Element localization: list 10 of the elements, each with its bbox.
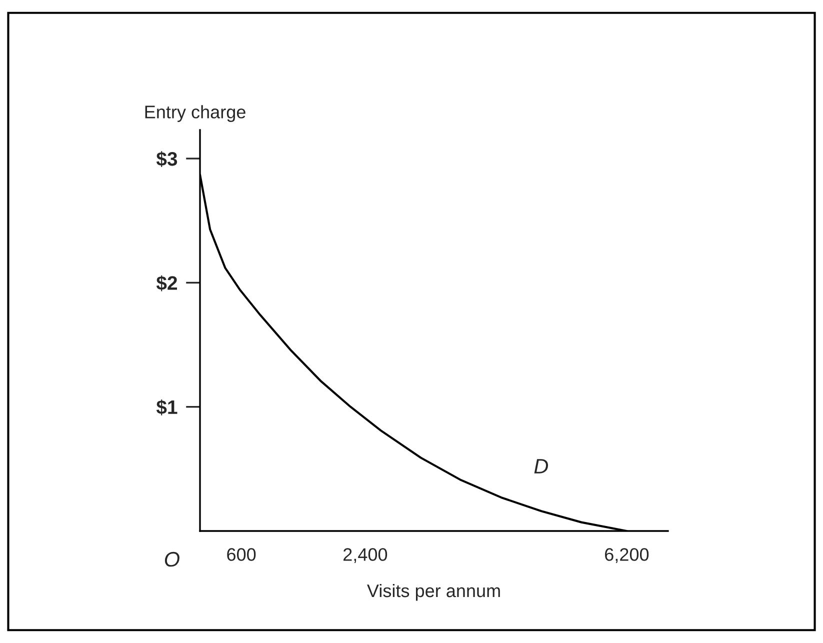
- annotation: D: [534, 459, 548, 474]
- y-tick-label: $3: [156, 151, 178, 168]
- x-tick-label: 6,200: [605, 548, 649, 564]
- y-axis-title: Entry charge: [145, 105, 246, 122]
- x-axis-title: Visits per annum: [367, 584, 500, 601]
- x-tick-label: 600: [227, 548, 256, 561]
- x-tick-label: 2,400: [343, 548, 388, 564]
- y-tick-label: $2: [156, 275, 177, 292]
- text: O: [164, 552, 180, 567]
- y-tick-label: $1: [156, 399, 178, 416]
